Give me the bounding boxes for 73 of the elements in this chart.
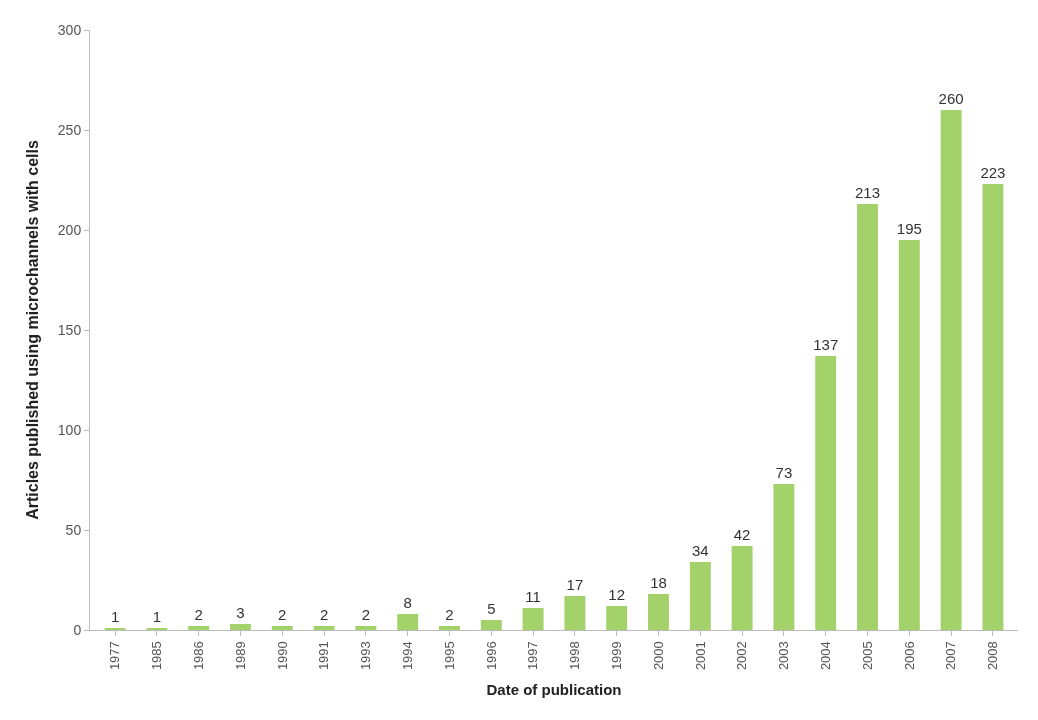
data-label: 2 — [278, 606, 287, 623]
y-tick-label: 250 — [57, 121, 82, 138]
data-label: 2 — [319, 606, 329, 623]
bar — [522, 608, 544, 630]
bar — [313, 626, 335, 630]
x-tick-label: 2003 — [776, 641, 792, 671]
bar — [857, 204, 878, 630]
bar — [773, 484, 795, 630]
x-tick-label: 1994 — [399, 641, 415, 671]
data-label: 2 — [194, 606, 203, 623]
bar — [648, 594, 669, 630]
x-tick-label: 2000 — [650, 641, 666, 671]
data-label: 195 — [896, 220, 922, 237]
data-label: 8 — [403, 594, 412, 611]
bar — [564, 596, 586, 630]
x-tick-label: 2001 — [692, 641, 708, 671]
data-label: 34 — [691, 542, 709, 559]
y-axis-title: Articles published using microchannels with cells — [23, 140, 41, 520]
data-label: 18 — [650, 574, 667, 591]
x-tick-label: 1993 — [358, 641, 374, 671]
data-label: 3 — [236, 604, 245, 621]
x-tick-label: 2006 — [901, 641, 917, 671]
bar — [188, 626, 210, 630]
bar — [689, 562, 711, 630]
x-tick-label: 1985 — [149, 641, 165, 671]
bar — [940, 110, 962, 630]
x-tick-label: 2004 — [817, 641, 833, 671]
data-label: 73 — [775, 464, 793, 481]
bar — [898, 240, 920, 630]
x-tick-label: 1999 — [608, 641, 624, 671]
data-label: 1 — [110, 608, 120, 625]
bar — [815, 356, 837, 630]
y-tick-label: 0 — [73, 621, 82, 638]
x-tick-label: 2008 — [985, 641, 1001, 671]
x-tick-label: 2005 — [859, 641, 875, 671]
bar — [439, 626, 460, 630]
data-label: 2 — [445, 606, 454, 623]
y-tick-label: 150 — [57, 321, 82, 338]
data-label: 42 — [733, 526, 751, 543]
bar — [731, 546, 753, 630]
x-tick-label: 1977 — [107, 641, 123, 671]
data-label: 17 — [566, 576, 584, 593]
data-label: 2 — [361, 606, 371, 623]
x-tick-label: 1986 — [190, 641, 206, 671]
x-tick-label: 1989 — [232, 641, 248, 671]
bar — [606, 606, 628, 630]
bar — [982, 184, 1004, 630]
x-tick-label: 1990 — [274, 641, 290, 671]
data-label: 260 — [938, 90, 964, 107]
bar — [355, 626, 377, 630]
x-tick-label: 2002 — [734, 641, 750, 671]
bar — [480, 620, 502, 630]
bar — [271, 626, 293, 630]
bar — [397, 614, 419, 630]
data-label: 223 — [980, 164, 1006, 181]
x-tick-label: 1998 — [567, 641, 583, 671]
data-label: 11 — [525, 588, 541, 605]
y-tick-label: 300 — [57, 21, 82, 38]
data-label: 12 — [608, 586, 626, 603]
y-tick-label: 200 — [57, 221, 82, 238]
data-label: 137 — [813, 336, 839, 353]
y-tick-label: 100 — [57, 421, 82, 438]
x-tick-label: 2007 — [943, 641, 959, 671]
data-label: 1 — [152, 608, 162, 625]
x-tick-label: 1991 — [316, 641, 332, 671]
x-axis-title: Date of publication — [486, 681, 622, 699]
x-tick-label: 1996 — [483, 641, 499, 671]
data-label: 213 — [854, 184, 881, 201]
bar — [230, 624, 251, 630]
data-label: 5 — [487, 600, 496, 617]
y-tick-label: 50 — [65, 521, 82, 538]
x-tick-label: 1997 — [525, 641, 541, 671]
x-tick-label: 1995 — [441, 641, 457, 671]
